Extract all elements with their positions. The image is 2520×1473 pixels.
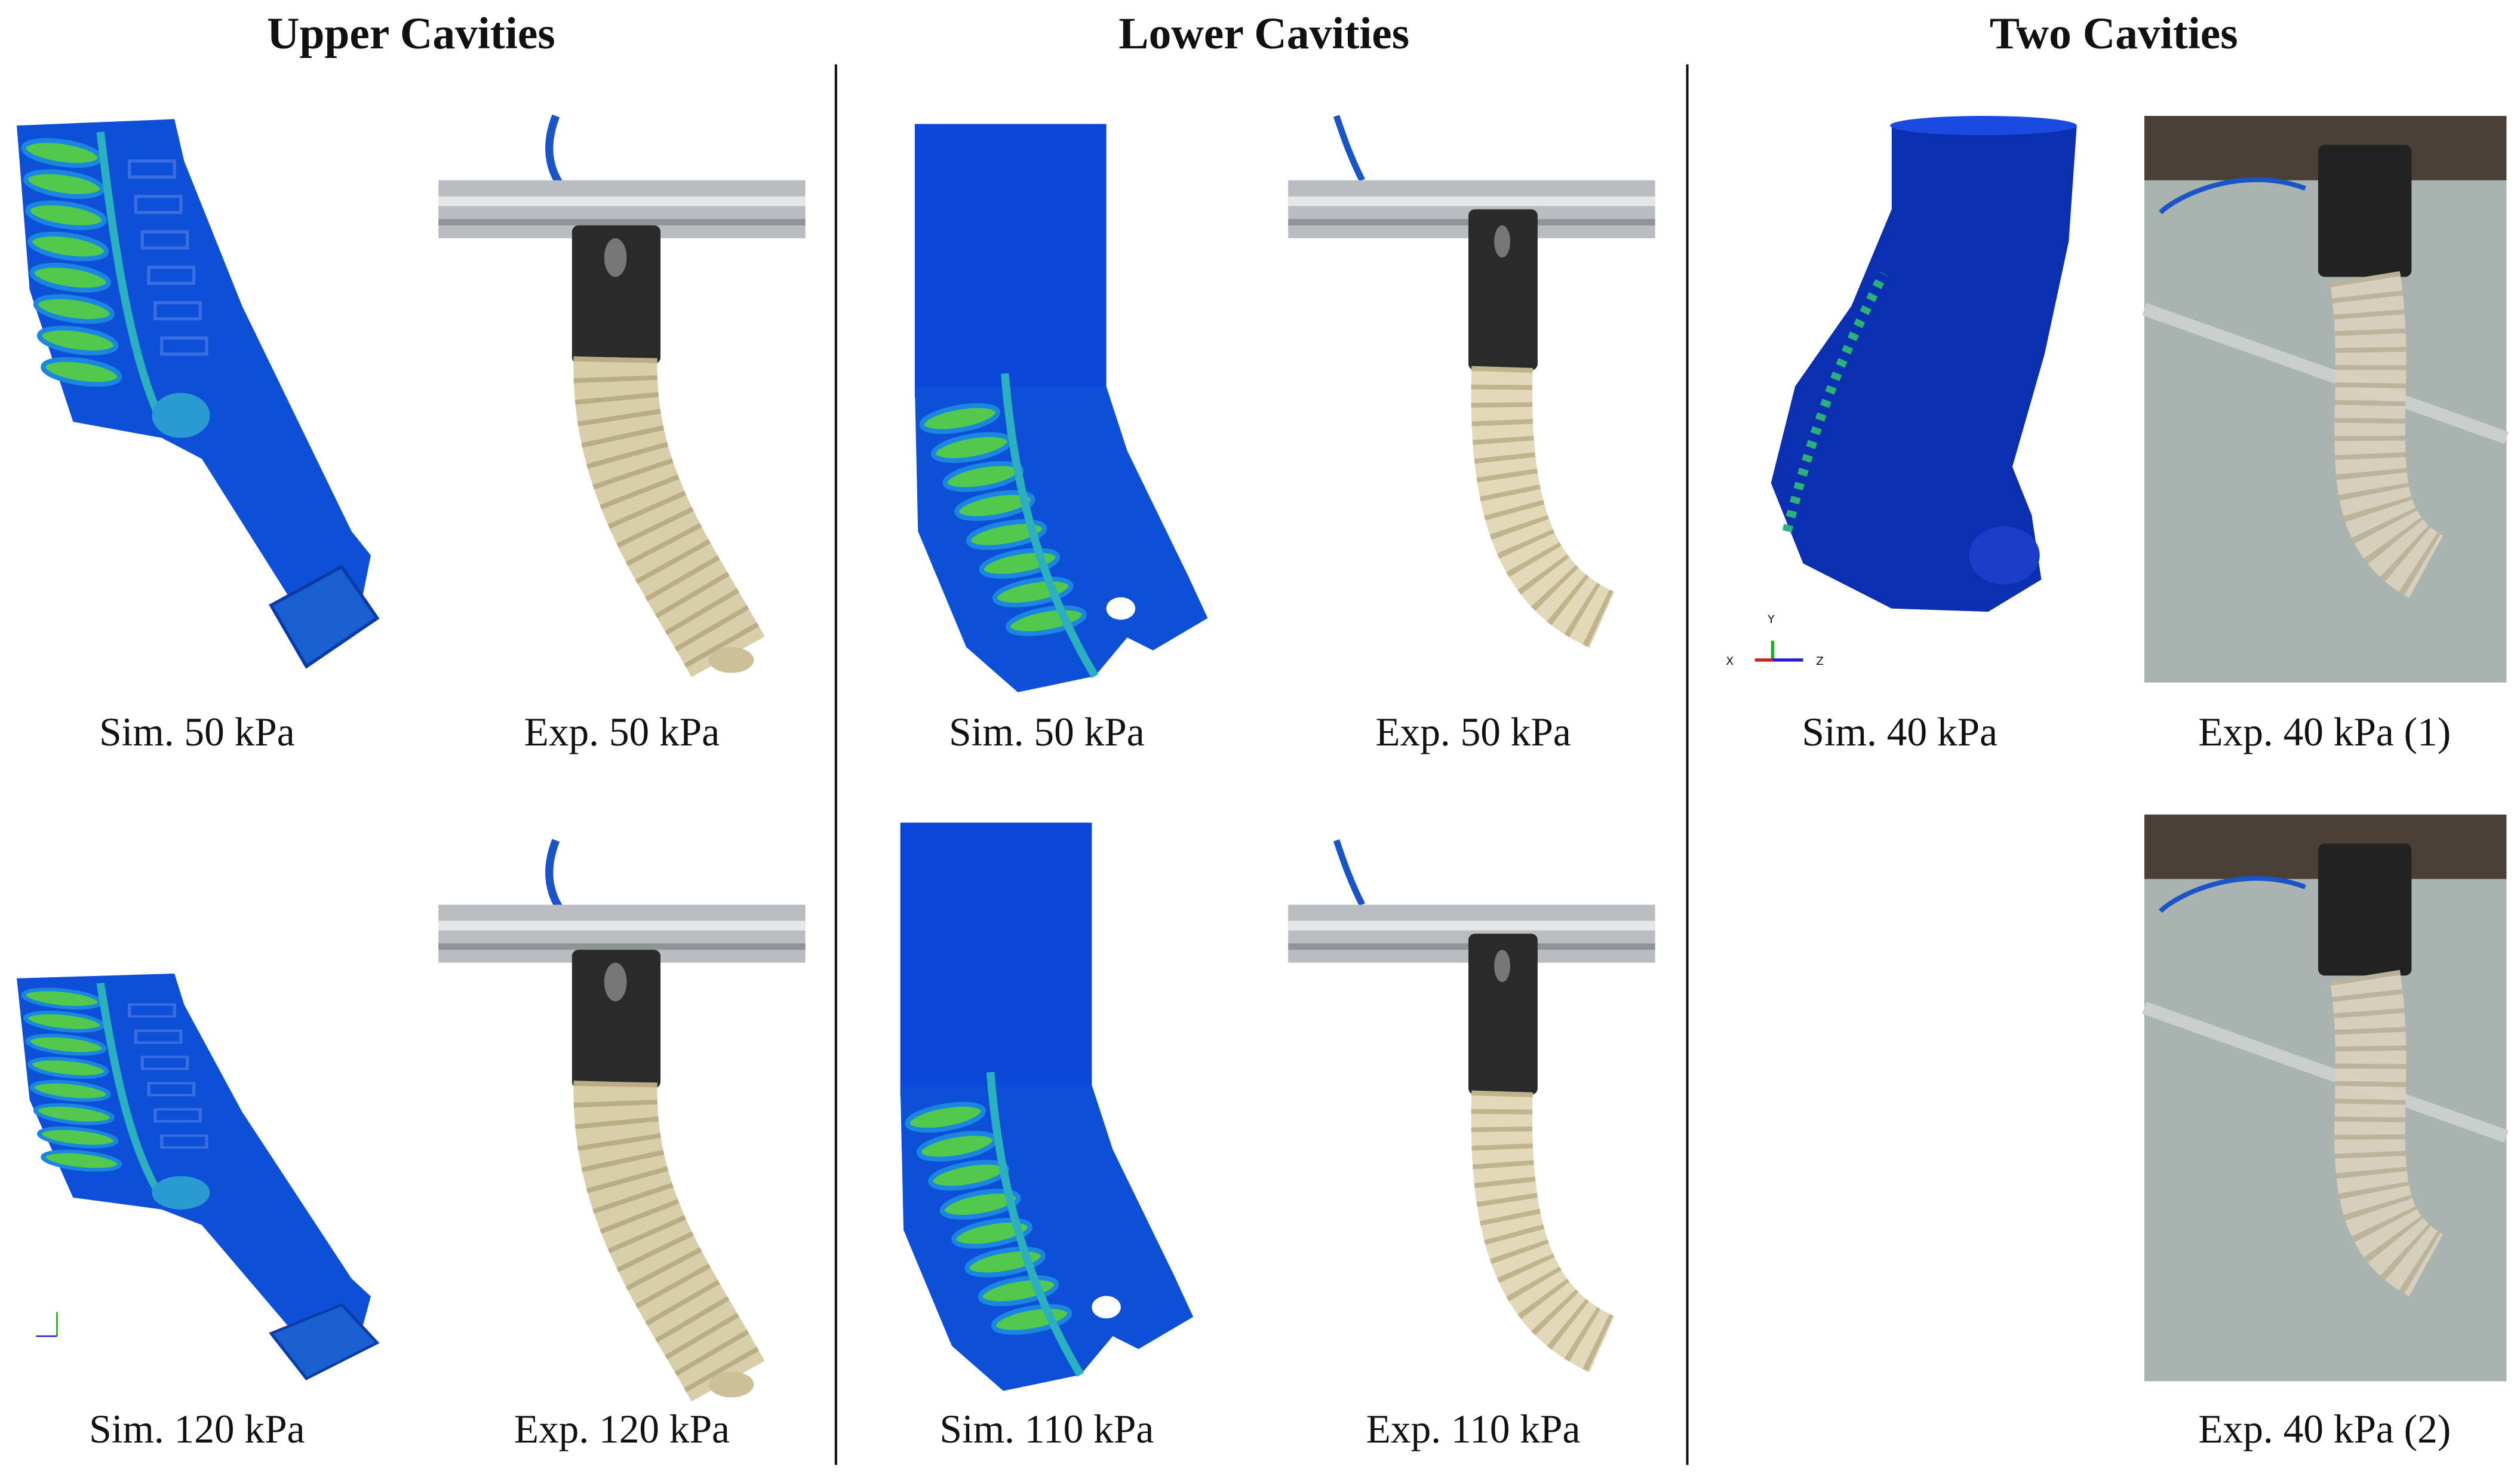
exp-image: [2144, 815, 2506, 1382]
sim-image: [915, 124, 1208, 692]
caption: Sim. 120 kPa: [89, 1407, 305, 1451]
sim-image: [0, 119, 377, 666]
sim-two-cavities-part: [1969, 526, 2040, 585]
column-title: Two Cavities: [1990, 9, 2238, 59]
axis-label: X: [1726, 655, 1734, 668]
caption: Sim. 110 kPa: [940, 1407, 1154, 1451]
column-title: Lower Cavities: [1118, 9, 1409, 59]
caption: Exp. 40 kPa (2): [2198, 1407, 2451, 1451]
sim-two-cavities-part: [1771, 125, 2077, 612]
exp-image: [1288, 840, 1655, 1345]
caption: Sim. 50 kPa: [99, 710, 295, 754]
exp-image: [438, 840, 805, 1397]
sim-image: [901, 823, 1194, 1391]
caption: Exp. 120 kPa: [514, 1407, 730, 1451]
caption: Exp. 40 kPa (1): [2198, 710, 2451, 754]
caption: Exp. 50 kPa: [1375, 710, 1571, 754]
sim-two-cavities-part: [1782, 271, 1888, 533]
sim-two-cavities-part: [1890, 116, 2077, 136]
column-title: Upper Cavities: [267, 9, 555, 59]
caption: Exp. 50 kPa: [524, 710, 720, 754]
axis-label: Y: [1767, 613, 1775, 626]
caption: Sim. 40 kPa: [1802, 710, 1998, 754]
sim-two-cavities: Y X Z: [1726, 116, 2077, 668]
axis-triad: [36, 1312, 58, 1337]
axis-label: Z: [1816, 655, 1824, 668]
caption: Exp. 110 kPa: [1366, 1407, 1581, 1451]
exp-image: [2144, 116, 2506, 683]
caption: Sim. 50 kPa: [949, 710, 1145, 754]
exp-image: [438, 116, 805, 673]
exp-image: [1288, 116, 1655, 620]
